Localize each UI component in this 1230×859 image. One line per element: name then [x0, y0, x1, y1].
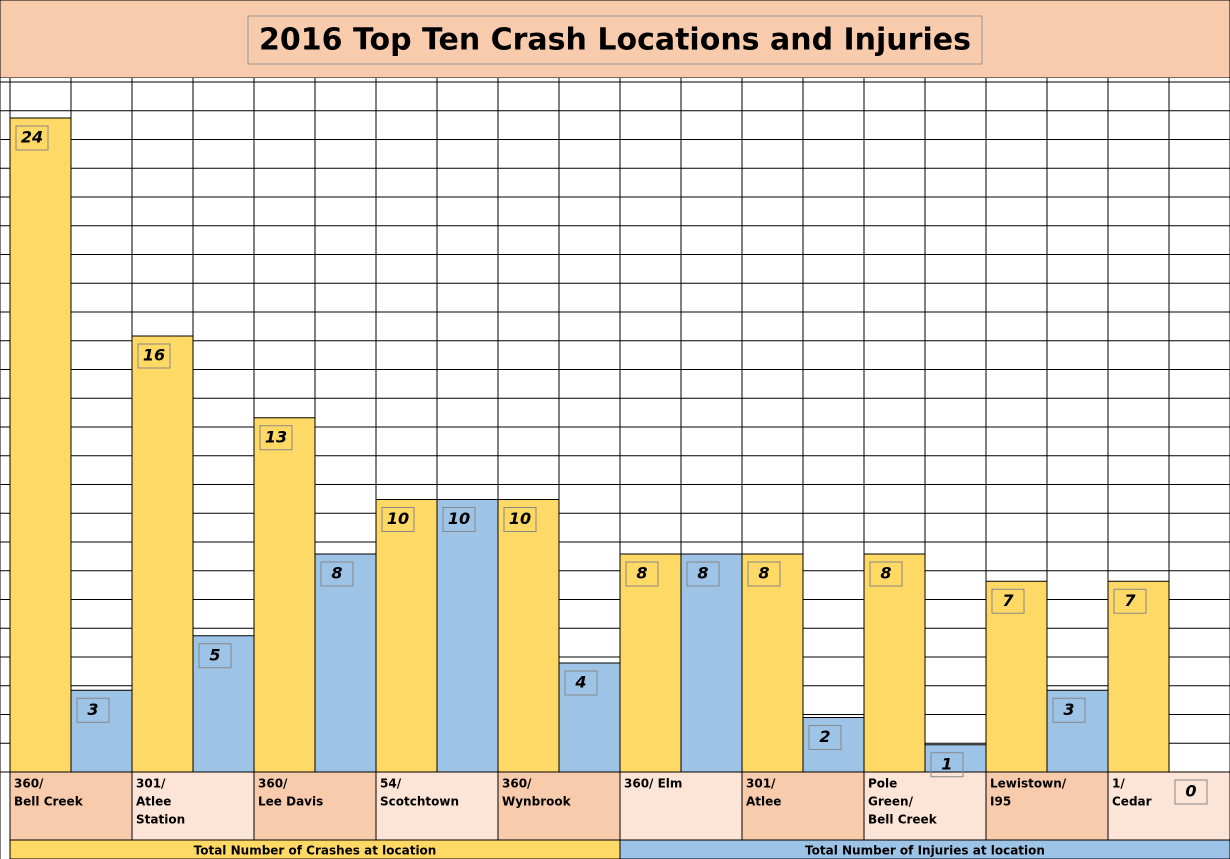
x-tick-label: Bell Creek: [868, 813, 938, 827]
legend-band: [619, 839, 1230, 859]
value-label: 24: [21, 128, 43, 147]
value-label-box: [198, 643, 232, 669]
value-label-box: [930, 752, 964, 778]
value-label: 16: [143, 346, 165, 365]
value-label-box: [1052, 697, 1086, 723]
value-label: 1: [941, 754, 952, 773]
x-tick-label: Lewistown/: [990, 777, 1067, 791]
bar: [741, 553, 804, 773]
bar: [253, 417, 316, 773]
bar: [131, 335, 194, 773]
value-label: 3: [1063, 700, 1074, 719]
category-cell: [375, 771, 499, 841]
value-label: 13: [265, 427, 287, 446]
value-label-box: [259, 425, 293, 451]
value-label: 8: [880, 564, 891, 583]
value-label-box: [686, 561, 720, 587]
value-label: 8: [758, 564, 769, 583]
value-label: 2: [819, 727, 830, 746]
bar: [192, 635, 255, 773]
legend-label: Total Number of Crashes at location: [194, 844, 437, 858]
x-tick-label: 1/: [1112, 777, 1125, 791]
bar: [558, 662, 621, 773]
x-tick-label: 301/: [136, 777, 166, 791]
bar: [802, 717, 865, 773]
value-label-box: [503, 507, 537, 532]
value-label-box: [869, 561, 903, 587]
x-tick-label: I95: [990, 795, 1011, 809]
bar: [619, 553, 682, 773]
bar: [497, 499, 560, 773]
value-label: 10: [509, 509, 531, 528]
x-tick-label: 360/ Elm: [624, 777, 682, 791]
bar: [9, 117, 72, 773]
bar: [680, 553, 743, 773]
x-tick-label: Pole: [868, 777, 897, 791]
value-label-box: [1113, 588, 1147, 614]
bar: [985, 580, 1048, 773]
x-tick-label: Atlee: [136, 795, 171, 809]
value-label-box: [442, 507, 476, 532]
x-tick-label: Green/: [868, 795, 914, 809]
x-tick-label: Cedar: [1112, 795, 1152, 809]
chart-title: 2016 Top Ten Crash Locations and Injurie…: [259, 23, 971, 58]
x-tick-label: Bell Creek: [14, 795, 84, 809]
title-box: [247, 15, 983, 65]
category-cell: [1107, 771, 1230, 841]
value-label-box: [808, 725, 842, 750]
value-label: 3: [87, 700, 98, 719]
value-label-box: [15, 125, 49, 151]
category-cell: [131, 771, 255, 841]
bar: [1107, 580, 1170, 773]
category-cell: [9, 771, 133, 841]
value-label: 8: [636, 564, 647, 583]
x-tick-label: 360/: [14, 777, 44, 791]
value-label-box: [747, 561, 781, 587]
category-cell: [253, 771, 377, 841]
bar: [924, 744, 987, 773]
value-label-box: [381, 507, 415, 532]
value-label-box: [991, 588, 1025, 614]
category-cell: [741, 771, 865, 841]
x-tick-label: Scotchtown: [380, 795, 459, 809]
bar: [70, 689, 133, 773]
value-label-box: [320, 561, 354, 587]
bar: [314, 553, 377, 773]
x-tick-label: 301/: [746, 777, 776, 791]
value-label: 0: [1185, 782, 1196, 801]
x-tick-label: Lee Davis: [258, 795, 323, 809]
value-label: 4: [574, 673, 586, 692]
x-tick-label: 360/: [502, 777, 532, 791]
value-label: 5: [209, 645, 220, 664]
value-label: 8: [331, 564, 342, 583]
value-label: 7: [1002, 591, 1014, 610]
x-tick-label: Station: [136, 813, 185, 827]
value-label-box: [76, 697, 110, 723]
value-label-box: [625, 561, 659, 587]
value-label-box: [1174, 779, 1208, 805]
x-tick-label: 360/: [258, 777, 288, 791]
bar: [436, 499, 499, 773]
value-label-box: [137, 343, 171, 369]
bar: [863, 553, 926, 773]
value-label: 7: [1124, 591, 1136, 610]
category-cell: [863, 771, 987, 841]
value-label: 8: [697, 564, 708, 583]
value-label: 10: [387, 509, 409, 528]
value-label-box: [564, 670, 598, 696]
bar: [375, 499, 438, 773]
x-tick-label: 54/: [380, 777, 402, 791]
x-tick-label: Wynbrook: [502, 795, 572, 809]
value-label: 10: [448, 509, 470, 528]
bar: [1046, 689, 1109, 773]
legend-label: Total Number of Injuries at location: [805, 844, 1045, 858]
x-tick-label: Atlee: [746, 795, 781, 809]
